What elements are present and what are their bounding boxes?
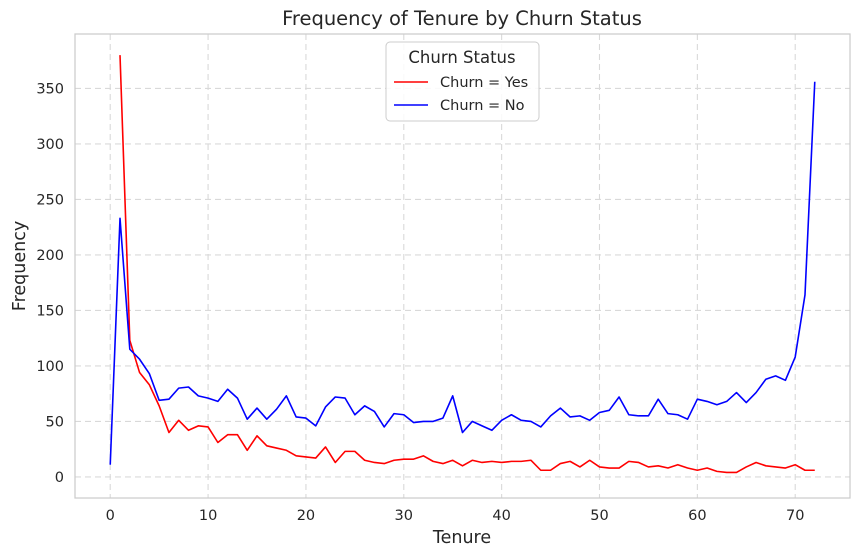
- y-tick-label: 350: [36, 81, 64, 97]
- x-tick-label: 10: [199, 508, 217, 524]
- x-tick-label: 70: [786, 508, 804, 524]
- y-tick-label: 300: [36, 137, 64, 153]
- y-axis-ticks: 0 50 100 150 200 250 300 350: [36, 81, 64, 486]
- series-lines: [109, 55, 816, 474]
- plot-frame: [74, 33, 851, 499]
- x-tick-label: 20: [297, 508, 315, 524]
- x-tick-label: 50: [590, 508, 608, 524]
- legend-box: [385, 41, 540, 122]
- x-tick-label: 0: [106, 508, 115, 524]
- x-tick-label: 40: [492, 508, 510, 524]
- y-tick-label: 50: [46, 414, 64, 430]
- y-tick-label: 250: [36, 192, 64, 208]
- y-tick-label: 100: [36, 359, 64, 375]
- y-axis-title: Frequency: [10, 221, 30, 311]
- legend-title: Churn Status: [408, 48, 515, 67]
- x-tick-label: 60: [688, 508, 706, 524]
- y-tick-label: 150: [36, 303, 64, 319]
- chart-title: Frequency of Tenure by Churn Status: [282, 7, 642, 30]
- grid: [75, 34, 850, 498]
- legend-label-churn-yes: Churn = Yes: [440, 75, 528, 91]
- legend-label-churn-no: Churn = No: [440, 98, 525, 114]
- series-line-churn-no: [109, 81, 816, 465]
- x-axis-title: Tenure: [432, 528, 491, 548]
- x-tick-label: 30: [395, 508, 413, 524]
- series-line-churn-yes: [119, 55, 815, 474]
- y-tick-label: 200: [36, 248, 64, 264]
- legend: Churn Status Churn = Yes Churn = No: [385, 41, 540, 122]
- y-tick-label: 0: [55, 470, 64, 486]
- x-axis-ticks: 0 10 20 30 40 50 60 70: [106, 508, 805, 524]
